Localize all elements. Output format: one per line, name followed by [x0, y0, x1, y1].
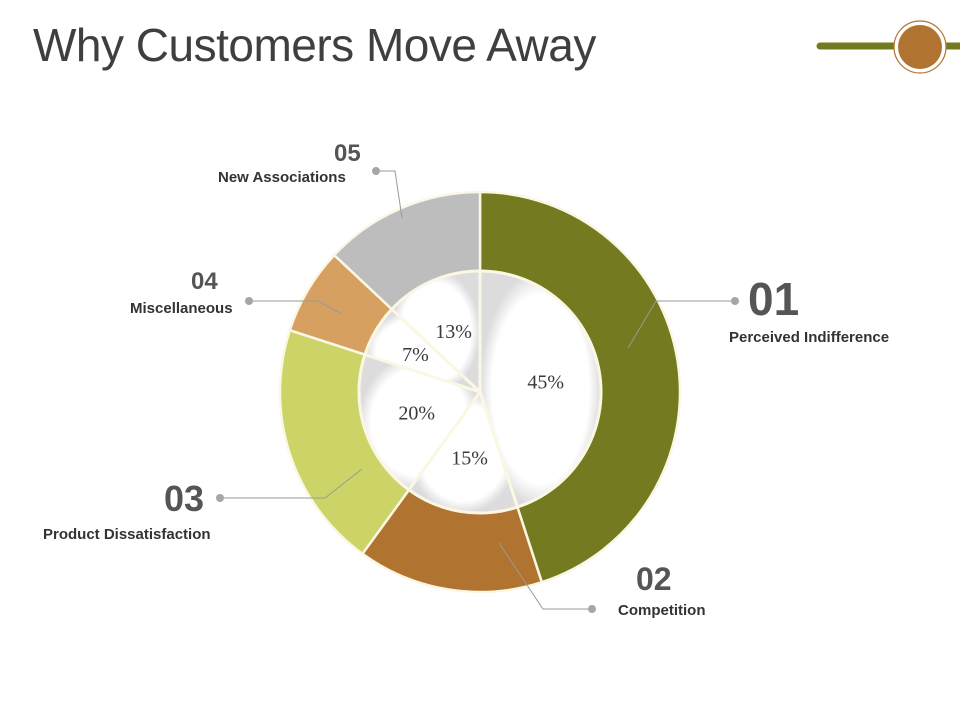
callout-label-miscellaneous: Miscellaneous: [130, 300, 233, 317]
slide-title: Why Customers Move Away: [33, 19, 596, 71]
inner-pie: 45% 15% 20% 7% 13%: [357, 269, 603, 515]
percent-label: 7%: [402, 344, 429, 366]
leader-line: [376, 170, 403, 219]
leader-dot-icon: [372, 167, 380, 175]
callout-number-03: 03: [164, 478, 205, 519]
percent-label: 45%: [527, 372, 564, 394]
leader-line: [498, 542, 592, 610]
callout-number-04: 04: [191, 268, 218, 295]
pie-slice-new-associations: [389, 269, 482, 396]
pie-slice-perceived-indifference: [478, 269, 603, 509]
callout-label-new-associations: New Associations: [218, 169, 346, 186]
decoration-circle-icon: [898, 25, 942, 69]
percent-label: 15%: [451, 448, 488, 470]
leader-dot-icon: [245, 297, 253, 305]
callout-label-competition: Competition: [618, 602, 706, 619]
callout-label-perceived-indifference: Perceived Indifference: [729, 329, 890, 346]
leader-lines: [216, 167, 739, 613]
pie-slice-product-dissatisfaction: [357, 352, 483, 492]
leader-line: [249, 300, 343, 315]
callout-number-05: 05: [334, 140, 361, 167]
percent-label: 13%: [435, 321, 472, 343]
callout-number-02: 02: [636, 561, 672, 597]
callout-label-product-dissatisfaction: Product Dissatisfaction: [43, 526, 211, 543]
callout-number-01: 01: [748, 273, 800, 325]
pie-slice-competition: [406, 388, 520, 515]
header-decoration: [816, 20, 960, 74]
leader-dot-icon: [216, 494, 224, 502]
leader-line: [220, 468, 363, 499]
percent-label: 20%: [398, 403, 435, 425]
leader-dot-icon: [731, 297, 739, 305]
leader-dot-icon: [588, 605, 596, 613]
leader-line: [627, 300, 735, 349]
